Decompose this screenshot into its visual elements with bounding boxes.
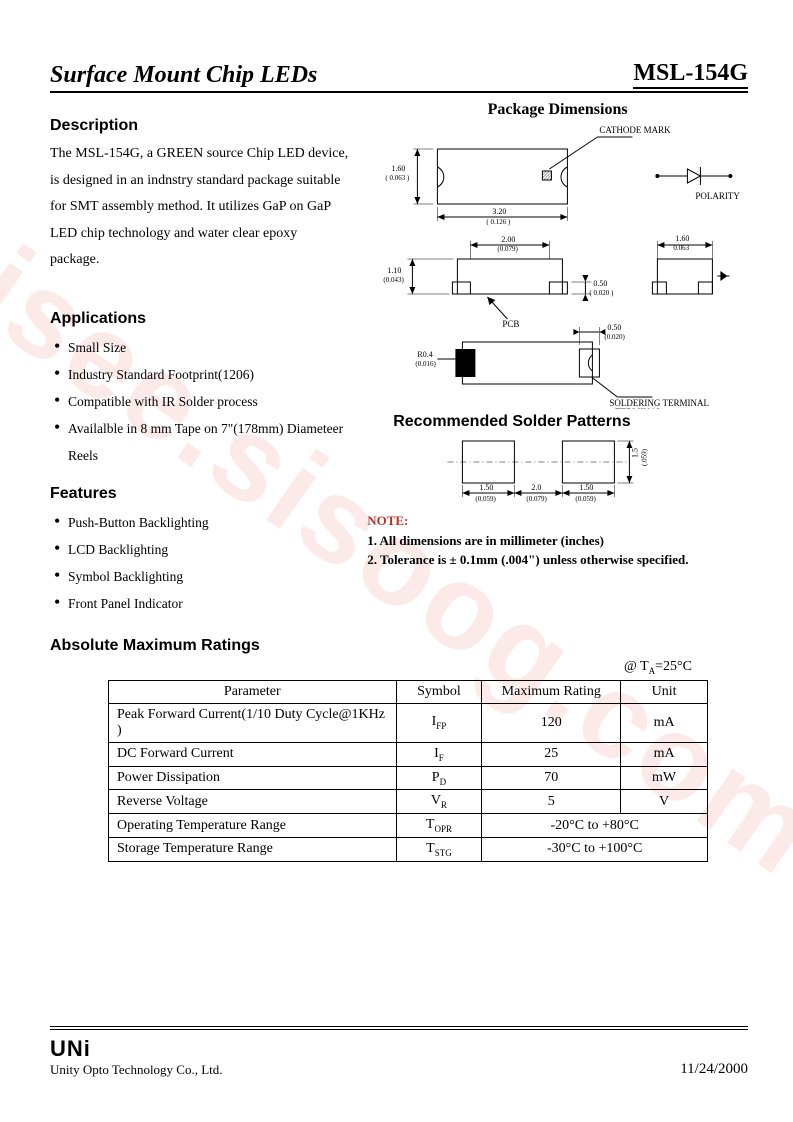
svg-text:2.00: 2.00 xyxy=(502,235,516,244)
package-dimensions-diagram: CATHODE MARK POLARITY 1.60 xyxy=(367,119,748,409)
svg-text:(0.020): (0.020) xyxy=(605,333,626,341)
list-item: Front Panel Indicator xyxy=(54,590,349,617)
table-header-row: Parameter Symbol Maximum Rating Unit xyxy=(109,680,708,703)
svg-text:( 0.126 ): ( 0.126 ) xyxy=(487,218,512,226)
svg-text:(0.059): (0.059) xyxy=(576,495,597,503)
svg-text:POLARITY: POLARITY xyxy=(696,191,741,201)
svg-text:(0.079): (0.079) xyxy=(498,245,519,253)
svg-text:1.5: 1.5 xyxy=(631,448,640,458)
table-row: Power Dissipation PD 70 mW xyxy=(109,766,708,790)
header: Surface Mount Chip LEDs MSL-154G xyxy=(50,60,748,93)
list-item: Industry Standard Footprint(1206) xyxy=(54,361,349,388)
features-list: Push-Button Backlighting LCD Backlightin… xyxy=(50,509,349,617)
applications-heading: Applications xyxy=(50,310,349,328)
ratings-heading: Absolute Maximum Ratings xyxy=(50,637,748,655)
ratings-condition: @ TA=25°C xyxy=(50,659,748,676)
list-item: LCD Backlighting xyxy=(54,536,349,563)
svg-text:( 0.063 ): ( 0.063 ) xyxy=(386,174,411,182)
company-name: Unity Opto Technology Co., Ltd. xyxy=(50,1062,223,1078)
svg-text:PCB: PCB xyxy=(503,319,520,329)
svg-text:1.50: 1.50 xyxy=(480,483,494,492)
description-heading: Description xyxy=(50,117,349,135)
svg-text:1.60: 1.60 xyxy=(392,164,406,173)
footer: UNi Unity Opto Technology Co., Ltd. 11/2… xyxy=(50,1026,748,1078)
part-number: MSL-154G xyxy=(633,60,748,89)
svg-text:0.50: 0.50 xyxy=(608,323,622,332)
col-header: Unit xyxy=(621,680,708,703)
svg-text:CATHODE MARK: CATHODE MARK xyxy=(600,125,672,135)
table-row: Storage Temperature Range TSTG -30°C to … xyxy=(109,837,708,861)
col-header: Maximum Rating xyxy=(482,680,621,703)
svg-text:1.10: 1.10 xyxy=(388,266,402,275)
table-row: Operating Temperature Range TOPR -20°C t… xyxy=(109,814,708,838)
col-header: Symbol xyxy=(396,680,482,703)
applications-list: Small Size Industry Standard Footprint(1… xyxy=(50,334,349,469)
company-logo: UNi xyxy=(50,1036,223,1062)
svg-text:0.063: 0.063 xyxy=(674,244,690,252)
list-item: Compatible with IR Solder process xyxy=(54,388,349,415)
document-date: 11/24/2000 xyxy=(680,1061,748,1078)
svg-text:TERMINAL: TERMINAL xyxy=(616,407,663,409)
svg-text:1.50: 1.50 xyxy=(580,483,594,492)
table-row: DC Forward Current IF 25 mA xyxy=(109,742,708,766)
note-block: NOTE: 1. All dimensions are in millimete… xyxy=(367,511,748,570)
note-title: NOTE: xyxy=(367,513,408,528)
svg-text:(0.043): (0.043) xyxy=(384,276,405,284)
list-item: Availalble in 8 mm Tape on 7"(178mm) Dia… xyxy=(54,415,349,469)
note-line: 2. Tolerance is ± 0.1mm (.004") unless o… xyxy=(367,552,688,567)
list-item: Symbol Backlighting xyxy=(54,563,349,590)
table-row: Reverse Voltage VR 5 V xyxy=(109,790,708,814)
ratings-table: Parameter Symbol Maximum Rating Unit Pea… xyxy=(108,680,708,862)
note-line: 1. All dimensions are in millimeter (inc… xyxy=(367,533,604,548)
solder-pattern-diagram: 1.50 (0.059) 2.0 (0.079) 1.50 (0.059) xyxy=(367,431,748,511)
solder-patterns-heading: Recommended Solder Patterns xyxy=(393,413,748,431)
list-item: Small Size xyxy=(54,334,349,361)
svg-text:( 0.020 ): ( 0.020 ) xyxy=(590,289,615,297)
table-row: Peak Forward Current(1/10 Duty Cycle@1KH… xyxy=(109,703,708,742)
svg-text:3.20: 3.20 xyxy=(493,207,507,216)
svg-text:1.60: 1.60 xyxy=(676,234,690,243)
doc-title: Surface Mount Chip LEDs xyxy=(50,62,317,89)
svg-text:2.0: 2.0 xyxy=(532,483,542,492)
col-header: Parameter xyxy=(109,680,397,703)
svg-text:(0.016): (0.016) xyxy=(416,360,437,368)
features-heading: Features xyxy=(50,485,349,503)
svg-text:(0.079): (0.079) xyxy=(527,495,548,503)
svg-text:R0.4: R0.4 xyxy=(418,350,433,359)
svg-text:(.059): (.059) xyxy=(641,448,649,466)
svg-text:(0.059): (0.059) xyxy=(476,495,497,503)
list-item: Push-Button Backlighting xyxy=(54,509,349,536)
svg-text:0.50: 0.50 xyxy=(594,279,608,288)
package-dimensions-heading: Package Dimensions xyxy=(367,101,748,119)
description-text: The MSL-154G, a GREEN source Chip LED de… xyxy=(50,141,349,274)
